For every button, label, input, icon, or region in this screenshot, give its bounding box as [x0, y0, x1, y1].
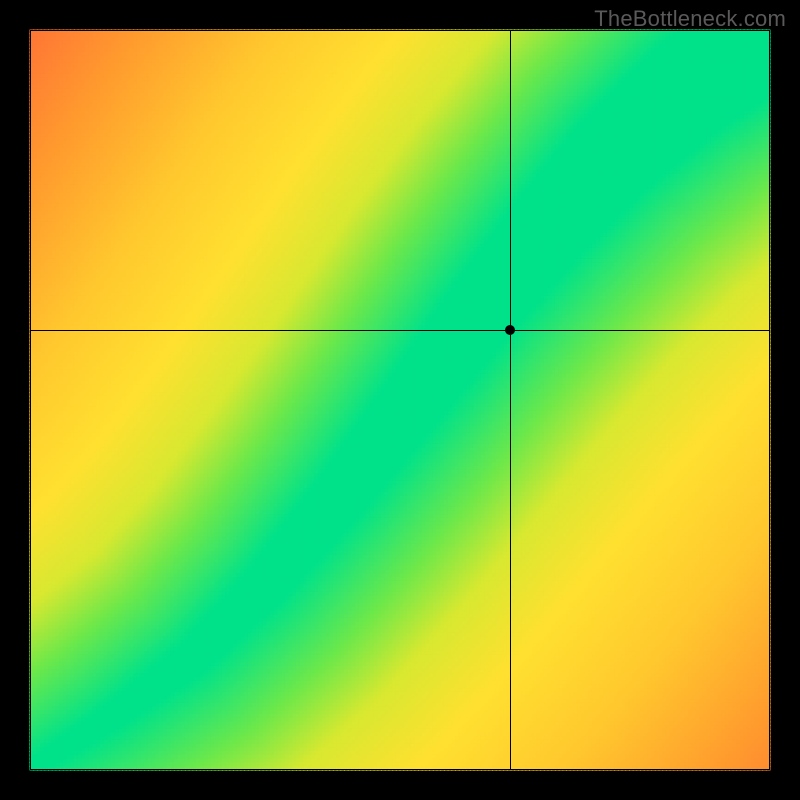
- watermark-text: TheBottleneck.com: [594, 6, 786, 32]
- bottleneck-heatmap: [0, 0, 800, 800]
- chart-container: TheBottleneck.com: [0, 0, 800, 800]
- selection-marker: [505, 325, 515, 335]
